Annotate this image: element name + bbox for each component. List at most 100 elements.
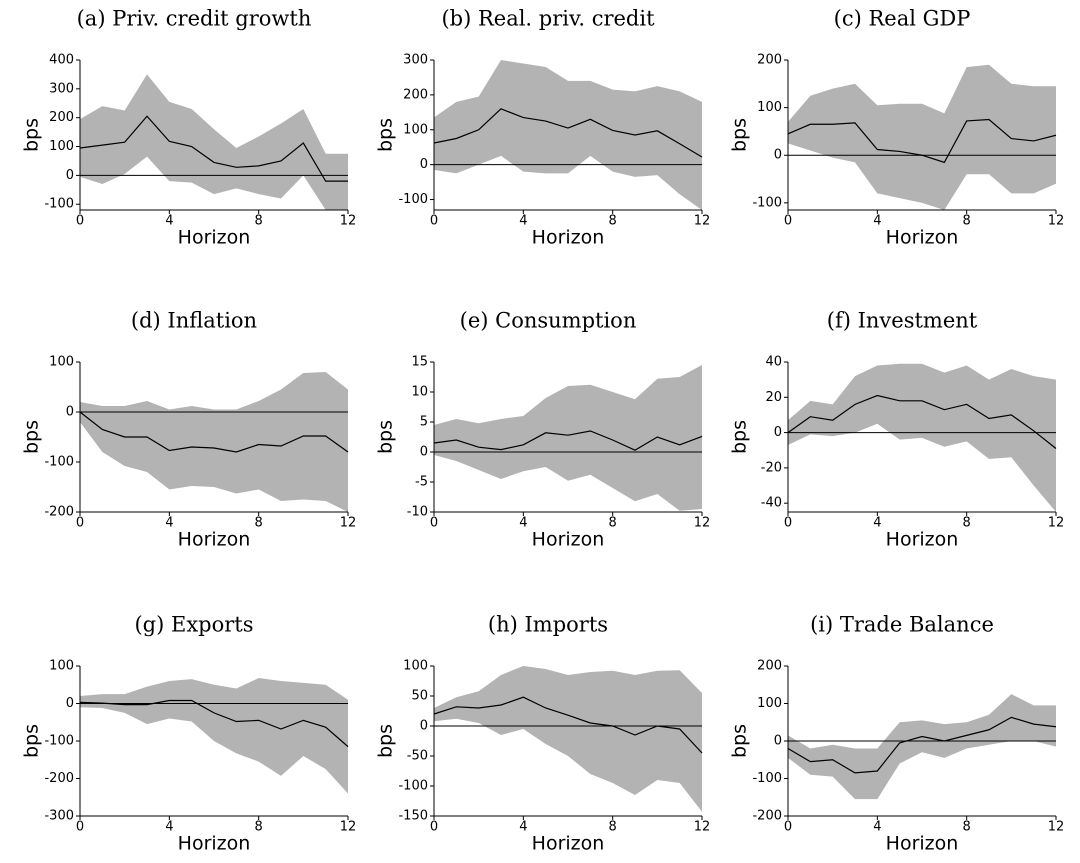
x-tick-label: 12 (1048, 820, 1065, 835)
y-tick-label: 5 (420, 415, 428, 430)
confidence-band (788, 363, 1056, 512)
x-tick-label: 4 (165, 516, 173, 531)
x-tick-label: 8 (255, 820, 263, 835)
x-tick-label: 12 (1048, 214, 1065, 229)
y-tick-label: 300 (403, 53, 428, 68)
y-tick-label: 0 (66, 168, 74, 183)
y-tick-label: -10 (407, 505, 428, 520)
panel: (e) Consumption -10 -5 0 5 10 15 0 4 8 12 Horizon bp… (375, 309, 711, 551)
x-axis-label: Horizon (178, 529, 251, 551)
line (787, 716, 1057, 774)
y-tick-label: -100 (752, 195, 782, 210)
panel: (h) Imports -150 -100 -50 0 50 100 0 4 8 12 Horizon… (375, 613, 711, 855)
chart-title: (e) Consumption (460, 309, 637, 333)
y-tick-label: 100 (49, 139, 74, 154)
confidence-band (80, 372, 348, 512)
x-tick-label: 12 (340, 516, 357, 531)
y-tick-label: -100 (44, 197, 74, 212)
y-axis-label: bps (729, 420, 751, 454)
y-tick-label: -100 (398, 779, 428, 794)
x-tick-label: 0 (784, 516, 792, 531)
chart-title: (h) Imports (488, 613, 608, 637)
confidence-band (80, 74, 348, 210)
x-tick-label: 0 (784, 214, 792, 229)
y-axis-label: bps (375, 724, 397, 758)
x-tick-label: 8 (609, 516, 617, 531)
x-axis-label: Horizon (886, 529, 959, 551)
y-tick-label: 100 (49, 659, 74, 674)
y-tick-label: 200 (757, 659, 782, 674)
chart-title: (b) Real. priv. credit (441, 7, 655, 31)
x-axis-label: Horizon (178, 833, 251, 855)
x-tick-label: 0 (430, 516, 438, 531)
y-tick-label: -5 (415, 475, 428, 490)
x-tick-label: 0 (76, 516, 84, 531)
confidence-band (434, 365, 702, 511)
y-tick-label: 100 (403, 122, 428, 137)
y-axis-label: bps (729, 724, 751, 758)
x-tick-label: 0 (784, 820, 792, 835)
line (433, 696, 703, 754)
y-axis-label: bps (375, 118, 397, 152)
line (787, 394, 1057, 449)
y-tick-label: 0 (774, 734, 782, 749)
line (79, 115, 348, 182)
x-tick-label: 12 (694, 820, 711, 835)
x-tick-label: 8 (609, 214, 617, 229)
y-tick-label: -100 (752, 771, 782, 786)
x-axis-label: Horizon (178, 227, 251, 249)
x-tick-label: 12 (340, 820, 357, 835)
y-tick-label: 100 (403, 659, 428, 674)
line (433, 430, 703, 451)
chart-title: (i) Trade Balance (810, 613, 994, 637)
x-tick-label: 12 (1048, 516, 1065, 531)
x-tick-label: 12 (694, 214, 711, 229)
chart-title: (f) Investment (827, 309, 978, 333)
y-tick-label: 0 (66, 696, 74, 711)
y-tick-label: -200 (752, 809, 782, 824)
y-tick-label: 20 (765, 390, 782, 405)
x-tick-label: 12 (340, 214, 357, 229)
x-tick-label: 0 (430, 214, 438, 229)
y-tick-label: -200 (44, 505, 74, 520)
x-axis-label: Horizon (532, 529, 605, 551)
line (787, 118, 1057, 164)
x-tick-label: 0 (76, 820, 84, 835)
y-tick-label: -300 (44, 809, 74, 824)
x-axis-label: Horizon (886, 833, 959, 855)
line (79, 411, 349, 453)
y-tick-label: 0 (66, 405, 74, 420)
x-tick-label: 4 (873, 214, 881, 229)
y-tick-label: 100 (49, 355, 74, 370)
x-axis-label: Horizon (532, 833, 605, 855)
x-tick-label: 12 (694, 516, 711, 531)
y-tick-label: -40 (761, 496, 782, 511)
x-tick-label: 0 (76, 214, 84, 229)
x-tick-label: 8 (255, 516, 263, 531)
x-tick-label: 4 (873, 820, 881, 835)
chart-title: (c) Real GDP (834, 7, 971, 31)
y-tick-label: 0 (420, 719, 428, 734)
x-tick-label: 8 (963, 820, 971, 835)
line (433, 108, 703, 158)
y-tick-label: 0 (774, 425, 782, 440)
y-tick-label: 300 (49, 81, 74, 96)
x-tick-label: 8 (609, 820, 617, 835)
x-tick-label: 8 (963, 516, 971, 531)
chart-title: (g) Exports (134, 613, 253, 637)
y-tick-label: 100 (757, 696, 782, 711)
y-axis-label: bps (375, 420, 397, 454)
panel: (i) Trade Balance -200 -100 0 100 200 0 4 8 12 Hor… (729, 613, 1065, 855)
confidence-band (788, 64, 1056, 210)
y-tick-label: -20 (761, 460, 782, 475)
y-tick-label: -100 (44, 734, 74, 749)
x-tick-label: 4 (165, 820, 173, 835)
panel: (d) Inflation -200 -100 0 100 0 4 8 12 Horizon bps (21, 309, 357, 551)
confidence-band (434, 60, 702, 210)
x-tick-label: 8 (255, 214, 263, 229)
y-tick-label: -100 (398, 192, 428, 207)
y-tick-label: 200 (49, 110, 74, 125)
y-tick-label: 400 (49, 53, 74, 68)
